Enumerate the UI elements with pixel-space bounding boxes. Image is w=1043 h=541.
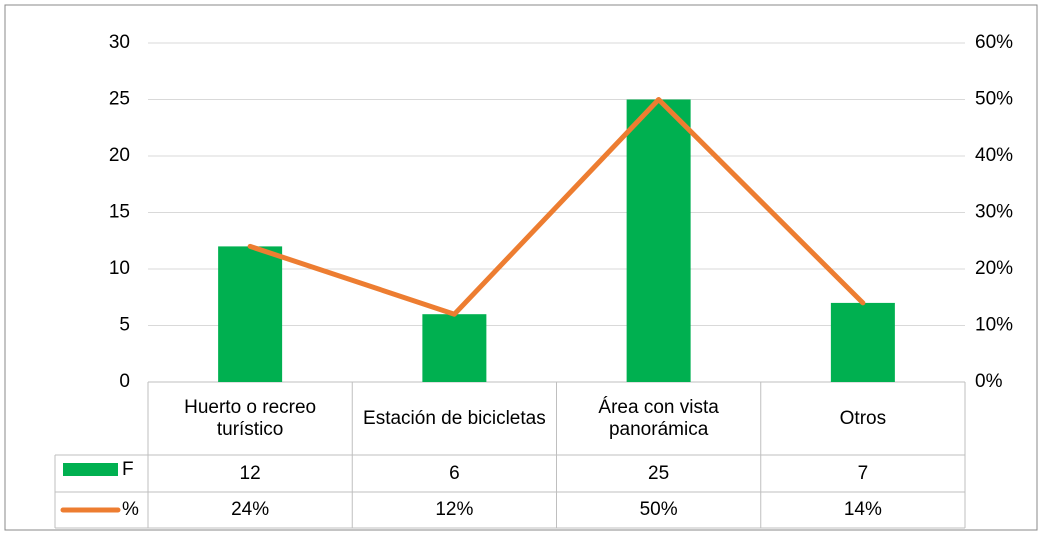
y2-tick-label: 40%	[975, 145, 1013, 166]
category-label: Otros	[839, 407, 887, 429]
y-tick-label: 0	[119, 371, 130, 392]
table-value-box: 12	[239, 462, 261, 484]
y-tick-label: 20	[109, 145, 130, 166]
category-label-box: Área con vista panorámica	[598, 396, 719, 440]
table-value: 50%	[639, 499, 678, 520]
y-tick-label: 25	[109, 89, 130, 110]
table-value-box: 6	[449, 462, 460, 484]
y-tick-label: 5	[119, 315, 130, 336]
y-tick-label: 15	[109, 202, 130, 223]
category-label: Área con vista panorámica	[598, 396, 719, 440]
y2-tick-label: 60%	[975, 32, 1013, 53]
table-value: 12	[239, 462, 261, 484]
table-value: 7	[857, 462, 869, 484]
y-tick-label: 30	[109, 32, 130, 53]
bar	[422, 314, 487, 382]
y-tick-label: 10	[109, 258, 130, 279]
bar	[218, 246, 283, 382]
table-value: 6	[449, 462, 460, 484]
chart-border	[4, 4, 1038, 531]
y2-tick-label: 50%	[975, 89, 1013, 110]
category-label-box: Huerto o recreo turístico	[184, 396, 317, 440]
legend-swatch	[63, 463, 118, 476]
table-value: 12%	[435, 499, 474, 520]
category-label-box: Otros	[839, 407, 887, 429]
legend-label: F	[122, 459, 134, 480]
table-value: 25	[648, 462, 670, 484]
table-value-box: 7	[857, 462, 869, 484]
table-value: 14%	[843, 499, 882, 520]
category-label-box: Estación de bicicletas	[363, 407, 546, 429]
table-value-box: 50%	[639, 499, 678, 520]
table-value-box: 14%	[843, 499, 882, 520]
table-value: 24%	[231, 499, 270, 520]
y2-tick-label: 30%	[975, 202, 1013, 223]
y2-tick-label: 0%	[975, 371, 1003, 392]
table-value-box: 12%	[435, 499, 474, 520]
legend-label: %	[122, 499, 139, 520]
bar	[830, 302, 895, 382]
table-value-box: 24%	[231, 499, 270, 520]
y2-tick-label: 20%	[975, 258, 1013, 279]
bar	[626, 99, 691, 382]
line	[247, 97, 866, 317]
table-value-box: 25	[648, 462, 670, 484]
category-label: Estación de bicicletas	[363, 407, 546, 429]
category-label: Huerto o recreo turístico	[184, 396, 317, 440]
y2-tick-label: 10%	[975, 315, 1013, 336]
